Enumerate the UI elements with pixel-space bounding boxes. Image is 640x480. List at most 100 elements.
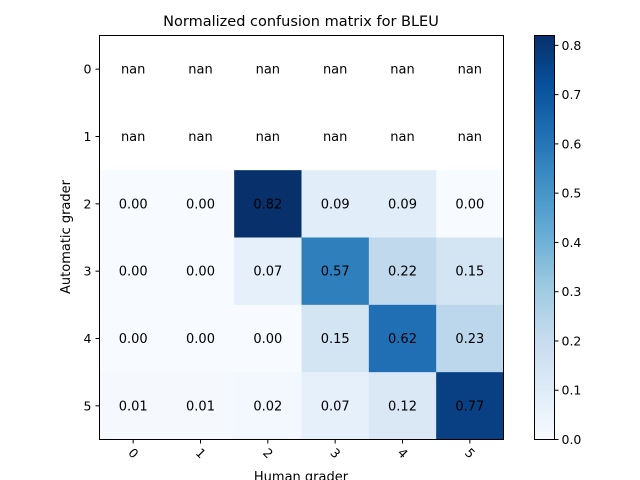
colorbar-tick-label: 0.0 xyxy=(562,432,582,447)
heatmap-cell xyxy=(301,372,370,440)
cell-value-label: 0.09 xyxy=(321,197,350,212)
heatmap-cell xyxy=(166,102,235,171)
cell-value-label: 0.57 xyxy=(321,265,350,280)
cell-value-label: 0.22 xyxy=(388,265,417,280)
x-axis-label: Human grader xyxy=(254,470,349,480)
cell-value-label: nan xyxy=(323,130,347,145)
heatmap-cell xyxy=(166,372,235,440)
cell-value-label: nan xyxy=(188,130,212,145)
y-tick-label: 3 xyxy=(84,264,92,279)
y-tick-label: 1 xyxy=(84,129,92,144)
heatmap-cell xyxy=(234,170,302,238)
cell-value-label: 0.07 xyxy=(321,399,350,414)
cell-value-label: 0.09 xyxy=(388,197,417,212)
x-axis-ticks: 0 1 2 3 4 5 xyxy=(125,439,478,461)
cell-value-label: 0.12 xyxy=(388,399,417,414)
colorbar-tick-label: 0.7 xyxy=(562,87,582,102)
heatmap-cell xyxy=(368,372,437,440)
x-tick-label: 3 xyxy=(327,445,343,461)
x-tick-label: 4 xyxy=(395,445,411,461)
x-tick-label: 1 xyxy=(193,445,209,461)
cell-value-label: nan xyxy=(458,63,482,78)
cell-value-label: nan xyxy=(458,130,482,145)
heatmap-cells xyxy=(99,35,504,440)
colorbar-tick-label: 0.6 xyxy=(562,136,582,151)
cell-value-label: nan xyxy=(390,63,414,78)
heatmap-cell xyxy=(234,237,302,306)
heatmap-cell xyxy=(436,102,504,171)
chart-title: Normalized confusion matrix for BLEU xyxy=(163,14,439,30)
cell-value-label: nan xyxy=(323,63,347,78)
heatmap-cell xyxy=(301,170,370,238)
colorbar-tick-label: 0.1 xyxy=(562,383,582,398)
plot-frame xyxy=(99,35,504,440)
cell-value-label: 0.01 xyxy=(119,399,148,414)
cell-value-label: 0.15 xyxy=(455,265,484,280)
y-axis-label: Automatic grader xyxy=(59,179,74,294)
heatmap-cell xyxy=(166,35,235,104)
colorbar-tick-label: 0.3 xyxy=(562,284,582,299)
cell-value-label: nan xyxy=(390,130,414,145)
heatmap-cell xyxy=(368,304,437,373)
cell-value-label: 0.00 xyxy=(186,332,215,347)
x-tick-label: 2 xyxy=(260,445,276,461)
heatmap-cell xyxy=(301,102,370,171)
heatmap-cell xyxy=(368,102,437,171)
colorbar-tick-label: 0.5 xyxy=(562,186,582,201)
cell-value-label: 0.00 xyxy=(186,265,215,280)
cell-value-label: 0.15 xyxy=(321,332,350,347)
cell-value-label: 0.07 xyxy=(253,265,282,280)
cell-value-label: 0.00 xyxy=(455,197,484,212)
heatmap-cell xyxy=(166,304,235,373)
heatmap-cell xyxy=(301,35,370,104)
heatmap-cell xyxy=(436,304,504,373)
cell-value-label: 0.62 xyxy=(388,332,417,347)
cell-value-label: 0.01 xyxy=(186,399,215,414)
y-tick-label: 0 xyxy=(84,62,92,77)
cell-value-label: 0.00 xyxy=(119,197,148,212)
y-tick-label: 4 xyxy=(84,331,92,346)
y-axis-ticks: 0 1 2 3 4 5 xyxy=(84,62,100,413)
heatmap-cell-labels: nan nan nan nan nan nan nan nan nan nan nan nan 0.00… xyxy=(119,63,485,415)
cell-value-label: 0.82 xyxy=(253,197,282,212)
heatmap-cell xyxy=(301,304,370,373)
cell-value-label: 0.00 xyxy=(253,332,282,347)
heatmap-cell xyxy=(99,237,168,306)
heatmap-cell xyxy=(166,170,235,238)
y-tick-label: 2 xyxy=(84,196,92,211)
colorbar xyxy=(534,35,555,440)
cell-value-label: nan xyxy=(121,130,145,145)
cell-value-label: 0.02 xyxy=(253,399,282,414)
heatmap-cell xyxy=(234,102,302,171)
heatmap-cell xyxy=(436,237,504,306)
heatmap-cell xyxy=(234,35,302,104)
cell-value-label: 0.00 xyxy=(186,197,215,212)
x-tick-label: 5 xyxy=(462,445,478,461)
heatmap-cell xyxy=(99,35,168,104)
cell-value-label: nan xyxy=(188,63,212,78)
heatmap-cell xyxy=(99,372,168,440)
colorbar-ticks: 0.0 0.1 0.2 0.3 0.4 0.5 0.6 0.7 0.8 xyxy=(554,38,582,447)
colorbar-tick-label: 0.2 xyxy=(562,333,582,348)
heatmap-cell xyxy=(234,372,302,440)
cell-value-label: 0.23 xyxy=(455,332,484,347)
heatmap-cell xyxy=(234,304,302,373)
cell-value-label: nan xyxy=(256,130,280,145)
cell-value-label: 0.00 xyxy=(119,332,148,347)
heatmap-cell xyxy=(99,304,168,373)
heatmap-cell xyxy=(99,102,168,171)
heatmap-cell xyxy=(99,170,168,238)
y-tick-label: 5 xyxy=(84,398,92,413)
cell-value-label: nan xyxy=(121,63,145,78)
heatmap-cell xyxy=(368,35,437,104)
colorbar-tick-label: 0.4 xyxy=(562,235,582,250)
heatmap-cell xyxy=(436,170,504,238)
heatmap-cell xyxy=(301,237,370,306)
heatmap-cell xyxy=(166,237,235,306)
x-tick-label: 0 xyxy=(125,445,141,461)
colorbar-tick-label: 0.8 xyxy=(562,38,582,53)
cell-value-label: nan xyxy=(256,63,280,78)
heatmap-cell xyxy=(368,237,437,306)
heatmap-cell xyxy=(436,372,504,440)
